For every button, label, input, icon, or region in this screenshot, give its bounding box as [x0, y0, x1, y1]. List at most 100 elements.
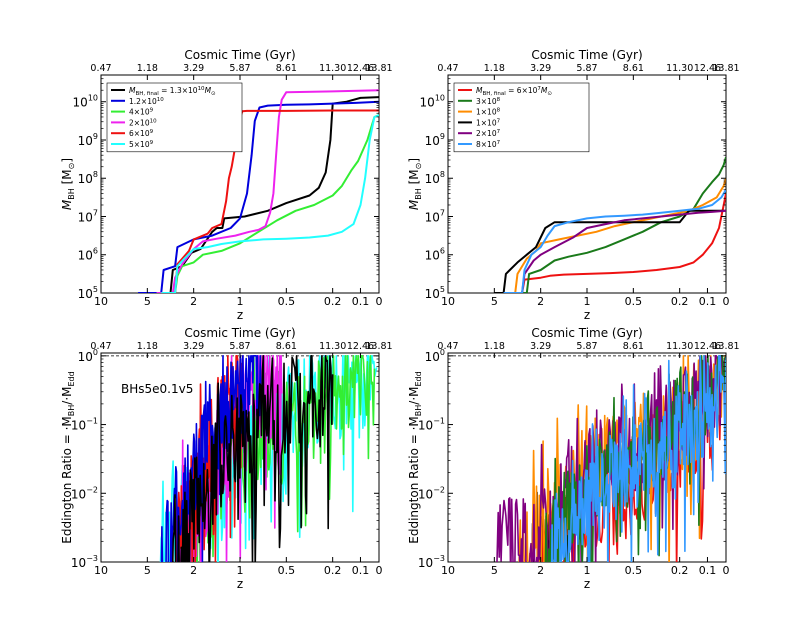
y-tick-label: 105 [425, 285, 445, 301]
x-axis-label: z [237, 577, 243, 591]
legend-entry: 5×109 [129, 140, 154, 149]
y-tick-label: 108 [425, 170, 445, 186]
x-tick-label: 1 [237, 295, 244, 308]
top-tick-label: 0.47 [90, 341, 111, 352]
y-tick-label: 107 [78, 208, 98, 224]
top-tick-label: 11.30 [666, 341, 693, 352]
chart-panel-bottom-right: 10 5 2 1 0.5 0.2 0.1 0 0.47 1.18 3.29 5.87 8.61 11.30… [407, 326, 740, 591]
plot-area [138, 89, 379, 293]
series-line-black [171, 355, 334, 562]
legend-entry: 8×107 [476, 140, 501, 149]
top-tick-label: 0.47 [90, 63, 111, 74]
top-axis-label: Cosmic Time (Gyr) [531, 48, 642, 62]
legend-entry: 1×107 [476, 118, 501, 127]
y-tick-label: 1010 [420, 94, 445, 110]
y-tick-label: 106 [425, 247, 445, 263]
plot-area [494, 156, 726, 293]
x-tick-label: 0.5 [625, 564, 643, 577]
top-tick-label: 3.29 [530, 63, 551, 74]
top-tick-label: 12.46 [694, 63, 721, 74]
y-tick-label: 100 [425, 348, 445, 364]
x-tick-label: 1 [584, 564, 591, 577]
top-tick-label: 1.18 [137, 341, 158, 352]
y-tick-label: 105 [78, 285, 98, 301]
x-tick-label: 1 [584, 295, 591, 308]
x-tick-label: 5 [144, 564, 151, 577]
legend-entry: MBH, final = 1.3×1010M⊙ [129, 86, 216, 97]
series-line-red [521, 193, 726, 293]
y-tick-label: 109 [425, 132, 445, 148]
x-tick-label: 0 [376, 295, 383, 308]
y-tick-label: 109 [78, 132, 98, 148]
x-axis-label: z [584, 308, 590, 322]
series-line-blue [138, 100, 379, 293]
series-line-dgreen [503, 156, 726, 293]
top-tick-label: 12.46 [347, 341, 374, 352]
x-tick-label: 2 [190, 564, 197, 577]
x-tick-label: 10 [441, 295, 455, 308]
y-axis-label: MBH [M⊙] [407, 158, 423, 210]
top-tick-label: 8.61 [276, 341, 297, 352]
y-tick-label: 106 [78, 247, 98, 263]
panels: 10 5 2 1 0.5 0.2 0.1 00.47 1.18 3.29 5.87 8.61 11.30… [60, 48, 740, 591]
y-axis-label: MBH [M⊙] [60, 158, 76, 210]
top-axis-label: Cosmic Time (Gyr) [531, 326, 642, 340]
y-tick-label: 1010 [73, 94, 98, 110]
legend: MBH, final = 1.3×1010M⊙1.2×1010 4×1092×10… [106, 82, 243, 153]
legend-entry: MBH, final = 6×107M⊙ [476, 86, 552, 97]
legend-box [106, 82, 243, 153]
x-tick-label: 0.2 [671, 564, 689, 577]
top-tick-label: 3.29 [183, 341, 204, 352]
top-tick-label: 13.81 [712, 63, 739, 74]
top-axis-label: Cosmic Time (Gyr) [184, 48, 295, 62]
top-tick-label: 8.61 [276, 63, 297, 74]
x-tick-label: 0.1 [699, 295, 717, 308]
y-tick-label: 108 [78, 170, 98, 186]
x-tick-label: 10 [441, 564, 455, 577]
y-tick-label: 10−3 [71, 554, 98, 570]
top-tick-label: 5.87 [229, 63, 250, 74]
x-tick-label: 2 [537, 564, 544, 577]
x-tick-label: 0.5 [278, 564, 296, 577]
top-tick-label: 12.46 [347, 63, 374, 74]
y-tick-label: 10−2 [71, 485, 98, 501]
x-axis-label: z [584, 577, 590, 591]
top-tick-label: 3.29 [183, 63, 204, 74]
run-annotation: BHs5e0.1v5 [121, 382, 193, 396]
x-tick-label: 0.1 [352, 295, 370, 308]
top-tick-label: 5.87 [576, 63, 597, 74]
y-tick-label: 107 [425, 208, 445, 224]
legend-entry: 3×108 [476, 97, 501, 106]
top-tick-label: 1.18 [484, 63, 505, 74]
legend-box [453, 82, 590, 153]
top-tick-label: 1.18 [137, 63, 158, 74]
series-line-magenta [156, 89, 379, 293]
top-tick-label: 5.87 [229, 341, 250, 352]
top-tick-label: 0.47 [437, 341, 458, 352]
top-tick-label: 12.46 [694, 341, 721, 352]
y-axis-label: Eddington Ratio = ·MBH/·MEdd [407, 371, 423, 543]
x-tick-label: 0.2 [324, 564, 342, 577]
series-line-orange [503, 177, 726, 293]
y-tick-label: 10−2 [418, 485, 445, 501]
series-line-lblue [550, 355, 726, 562]
x-axis-label: z [237, 308, 243, 322]
series-line-cyan [161, 114, 379, 293]
chart-panel-bottom-left: 10 5 2 1 0.5 0.2 0.1 0 0.47 1.18 3.29 5.87 8.61 11.30… [60, 326, 393, 591]
x-tick-label: 5 [491, 295, 498, 308]
x-tick-label: 10 [94, 295, 108, 308]
x-tick-label: 0 [723, 564, 730, 577]
top-tick-label: 5.87 [576, 341, 597, 352]
x-tick-label: 0.1 [352, 564, 370, 577]
y-tick-label: 10−1 [418, 417, 445, 433]
top-tick-label: 13.81 [365, 341, 392, 352]
legend-entry: 1.2×1010 [129, 97, 164, 106]
top-tick-label: 11.30 [319, 63, 346, 74]
top-tick-label: 11.30 [666, 63, 693, 74]
series-line-purple [508, 209, 726, 293]
chart-panel-top-right: 10 5 2 1 0.5 0.2 0.1 00.47 1.18 3.29 5.87 8.61 11.30… [407, 48, 740, 322]
top-tick-label: 13.81 [365, 63, 392, 74]
plot-area [101, 355, 379, 562]
series-line-lblue [503, 189, 726, 293]
